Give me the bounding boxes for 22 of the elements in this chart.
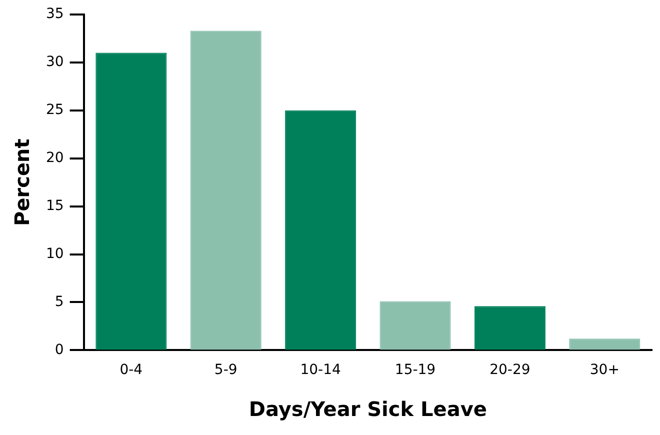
x-axis-title: Days/Year Sick Leave (248, 397, 487, 422)
y-tick-label: 25 (46, 102, 64, 118)
x-tick-label: 5-9 (214, 362, 238, 378)
y-tick-label: 30 (46, 54, 64, 70)
y-tick-label: 35 (46, 6, 64, 22)
y-tick-label: 5 (54, 294, 64, 310)
x-tick-label: 10-14 (300, 362, 341, 378)
bar (285, 110, 356, 350)
bar (96, 52, 167, 350)
x-tick-label: 20-29 (490, 362, 530, 378)
y-tick-label: 10 (46, 246, 64, 262)
bar (474, 306, 546, 350)
bar (190, 30, 262, 350)
x-tick-label: 30+ (590, 362, 620, 378)
x-tick-label: 0-4 (120, 362, 143, 378)
bar (380, 301, 451, 350)
bar (569, 338, 640, 350)
x-tick-label: 15-19 (394, 362, 436, 378)
y-tick-label: 0 (54, 342, 64, 358)
y-tick-label: 15 (46, 198, 64, 214)
y-tick-label: 20 (46, 150, 64, 166)
y-axis-title: Percent (10, 138, 34, 226)
